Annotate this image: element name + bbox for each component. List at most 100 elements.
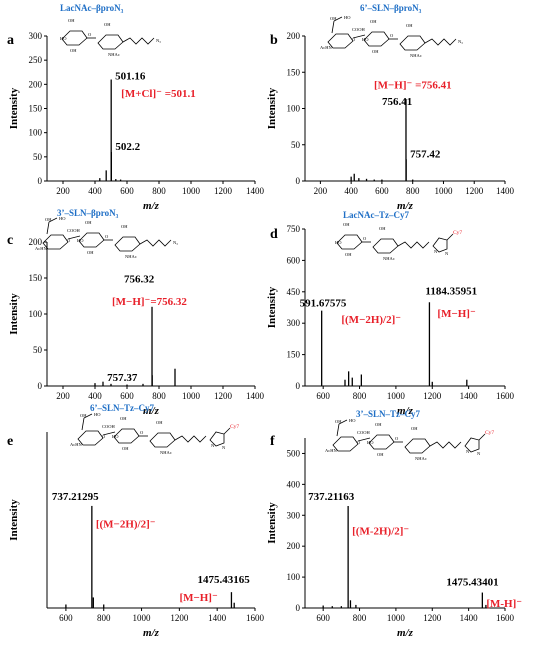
oh-label: OH	[335, 419, 342, 424]
panel-letter: d	[270, 227, 278, 242]
bond	[338, 419, 348, 425]
compound-name: LacNAc–βproN₃	[60, 3, 124, 13]
achn-label: AcHN	[320, 45, 332, 50]
oh-label: OH	[372, 49, 379, 54]
x-tick-label: 600	[120, 391, 134, 401]
panel-d: 600 800 1000 1200 1400 1600 0 150 300 450 600 750 m/…	[266, 210, 515, 417]
ho-label: HO	[362, 37, 369, 42]
x-tick-label: 200	[56, 186, 70, 196]
x-tick-label: 1000	[387, 613, 406, 623]
bond	[83, 413, 93, 419]
peak-mz-label: 757.42	[410, 148, 441, 160]
x-axis-title: m/z	[143, 200, 160, 212]
oh-label: OH	[85, 220, 92, 225]
oh-label: OH	[377, 452, 384, 457]
x-tick-label: 800	[353, 391, 367, 401]
y-axis-title: Intensity	[8, 293, 20, 335]
ion-annotation: [M-H]⁻	[486, 598, 522, 610]
glcnac-ring	[404, 438, 431, 454]
ho-label: HO	[60, 36, 67, 41]
oh-label: OH	[379, 226, 386, 231]
y-axis-title: Intensity	[266, 286, 278, 328]
cooh-label: COOH	[352, 27, 366, 32]
achn-label: AcHN	[35, 246, 47, 251]
glycosidic-bond	[102, 431, 116, 436]
y-tick-label: 200	[29, 237, 43, 247]
bond	[446, 233, 454, 241]
peak-mz-label: 501.16	[115, 71, 146, 83]
oh-label: OH	[406, 23, 413, 28]
cy7-label: Cy7	[453, 230, 462, 236]
x-tick-label: 1400	[246, 391, 265, 401]
y-tick-label: 0	[38, 381, 43, 391]
sialic-ring	[332, 436, 359, 452]
glycosidic-bond	[357, 437, 371, 442]
y-tick-label: 50	[33, 345, 43, 355]
x-tick-label: 600	[120, 186, 134, 196]
ion-annotation: [(M−2H)/2]⁻	[96, 519, 156, 531]
compound-name: 3’–SLN–Tz–Cy7	[356, 409, 421, 419]
ion-annotation: [M+Cl]⁻ =501.1	[121, 88, 196, 100]
panel-a: 200 400 600 800 1000 1200 1400 0 50 100 150 200 250 3…	[7, 3, 265, 212]
bond	[48, 217, 58, 223]
triazole-ring	[432, 237, 448, 253]
y-tick-label: 600	[287, 255, 301, 265]
ho-label: HO	[112, 434, 119, 439]
sialic-ring	[77, 430, 104, 446]
oh-label: OH	[45, 217, 52, 222]
peak-mz-label: 756.32	[124, 274, 155, 286]
o-label: O	[357, 440, 361, 445]
sialic-ring	[327, 33, 354, 49]
y-tick-label: 400	[287, 479, 301, 489]
y-tick-label: 200	[287, 31, 301, 41]
y-tick-label: 0	[296, 176, 301, 186]
glcnac-ring	[97, 34, 124, 50]
y-tick-label: 150	[287, 350, 301, 360]
x-tick-label: 1600	[246, 613, 265, 623]
nhac-label: NHAc	[383, 256, 395, 261]
bond	[333, 16, 343, 22]
y-axis-title: Intensity	[8, 87, 20, 129]
ion-annotation: [M−H]⁻ =756.41	[374, 79, 452, 91]
compound-name: 3’–SLN–βproN₃	[57, 208, 119, 218]
x-tick-label: 1000	[182, 186, 201, 196]
y-tick-label: 500	[287, 448, 301, 458]
oh-label: OH	[104, 22, 111, 27]
bond	[331, 20, 335, 34]
x-tick-label: 1200	[170, 613, 189, 623]
triazole-ring	[464, 437, 480, 453]
oh-label: OH	[370, 19, 377, 24]
y-tick-label: 0	[296, 381, 301, 391]
n-label: N	[466, 449, 470, 454]
y-tick-label: 300	[29, 31, 43, 41]
cy7-label: Cy7	[230, 424, 239, 430]
x-tick-label: 1000	[387, 391, 406, 401]
ho-label: HO	[59, 216, 66, 221]
ion-annotation: [M−H]⁻=756.32	[112, 296, 187, 308]
nhac-label: NHAc	[125, 254, 137, 259]
propyl-linker	[397, 241, 430, 249]
glycosidic-bond	[352, 34, 366, 39]
x-tick-label: 1400	[246, 186, 265, 196]
molecule-structure-d: HO OH OH O OH NHAc N N Cy7	[335, 222, 462, 261]
x-tick-label: 400	[344, 186, 358, 196]
oh-label: OH	[330, 16, 337, 21]
y-tick-label: 150	[287, 67, 301, 77]
compound-name: 6’–SLN–βproN₃	[360, 3, 422, 13]
sialic-ring	[42, 234, 69, 250]
n-label: N	[434, 249, 438, 254]
ion-annotation: [M−H]⁻	[179, 592, 218, 604]
oh-label: OH	[120, 416, 127, 421]
glcnac-ring	[149, 432, 176, 448]
glcnac-ring	[372, 238, 399, 254]
o-label: O	[88, 32, 92, 37]
panel-c: 200 400 600 800 1000 1200 1400 0 50 100 150 200 m/z I…	[7, 208, 265, 417]
x-tick-label: 1200	[465, 186, 484, 196]
peak-mz-label: 757.37	[107, 372, 138, 384]
x-axis-title: m/z	[397, 405, 414, 417]
oh-label: OH	[156, 420, 163, 425]
y-tick-label: 250	[29, 55, 43, 65]
